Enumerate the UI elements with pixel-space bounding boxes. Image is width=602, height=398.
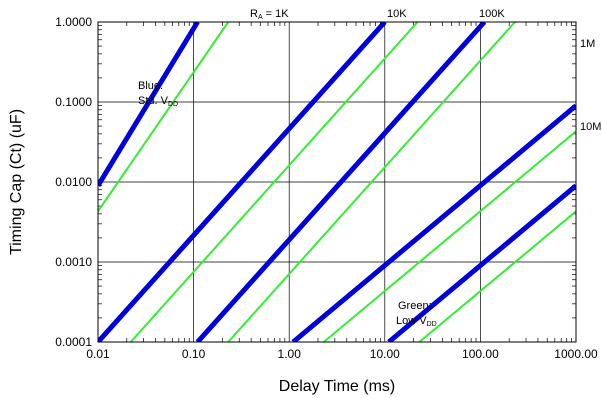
label-10k: 10K xyxy=(387,8,407,20)
label-ra-1k: RA = 1K xyxy=(250,8,289,21)
x-tick-labels: 0.01 0.10 1.00 10.00 100.00 1000.00 xyxy=(86,347,598,361)
y-tick-label: 0.0001 xyxy=(55,335,92,349)
x-tick-label: 0.10 xyxy=(182,347,206,361)
x-tick-label: 1000.00 xyxy=(554,347,598,361)
green-line-ra-1k xyxy=(98,22,230,212)
plot-frame xyxy=(97,21,577,343)
label-100k: 100K xyxy=(479,8,505,20)
x-axis-title: Delay Time (ms) xyxy=(279,378,395,395)
y-tick-label: 0.0100 xyxy=(55,175,92,189)
grid xyxy=(98,22,576,342)
label-10m: 10M xyxy=(580,121,601,133)
y-tick-label: 0.0010 xyxy=(55,255,92,269)
legend-green-desc: Low VDD xyxy=(396,315,437,328)
series-lines xyxy=(98,22,576,342)
x-tick-label: 0.01 xyxy=(86,347,110,361)
green-line-ra-10k xyxy=(129,22,419,342)
legend-green-title: Green: xyxy=(398,300,432,312)
blue-line-10m xyxy=(387,183,576,342)
y-tick-labels: 0.0001 0.0010 0.0100 0.1000 1.0000 xyxy=(55,15,92,349)
x-tick-label: 100.00 xyxy=(462,347,499,361)
y-tick-label: 0.1000 xyxy=(55,95,92,109)
blue-line-ra-1k xyxy=(98,22,200,187)
green-line-1m xyxy=(323,130,576,342)
y-tick-label: 1.0000 xyxy=(55,15,92,29)
legend-blue-desc: Std. VDD xyxy=(138,95,178,108)
green-line-ra-100k xyxy=(227,22,516,342)
x-tick-label: 10.00 xyxy=(370,347,400,361)
x-tick-label: 1.00 xyxy=(278,347,302,361)
y-axis-title: Timing Cap (Ct) (uF) xyxy=(8,109,25,255)
blue-line-ra-100k xyxy=(195,22,487,342)
blue-line-ra-10k xyxy=(98,22,387,342)
green-line-10m xyxy=(418,210,576,342)
legend-blue-title: Blue: xyxy=(138,80,163,92)
blue-line-1m xyxy=(291,103,576,342)
label-1m: 1M xyxy=(580,38,595,50)
